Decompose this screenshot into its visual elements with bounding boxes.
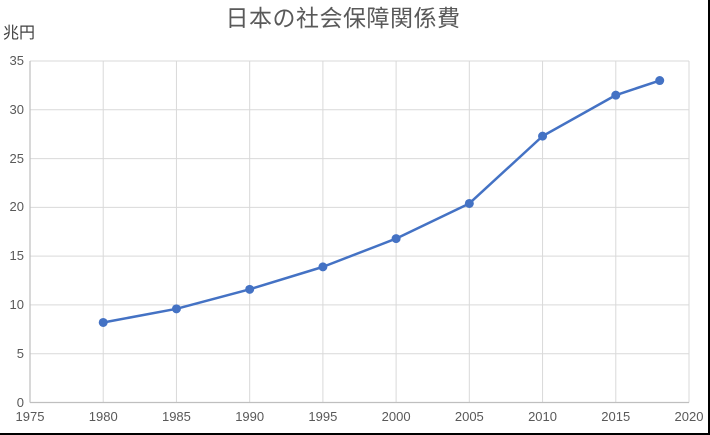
x-axis-tick-label: 2020: [674, 409, 704, 424]
data-point: [171, 304, 181, 314]
data-point: [98, 317, 108, 327]
data-point: [655, 76, 665, 86]
x-axis-tick-label: 2015: [601, 409, 631, 424]
series-line: [101, 79, 661, 324]
x-axis-tick-label: 1995: [308, 409, 338, 424]
x-axis-tick-label: 1975: [15, 409, 45, 424]
data-point: [245, 284, 255, 294]
data-point: [611, 90, 621, 100]
y-axis-tick-label: 15: [9, 248, 24, 264]
y-axis-tick-label: 20: [9, 199, 24, 215]
y-axis-unit-label: 兆円: [3, 25, 36, 42]
x-axis-tick-label: 1990: [235, 409, 265, 424]
y-axis-tick-label: 0: [16, 394, 24, 410]
x-axis-tick-label: 1985: [161, 409, 191, 424]
y-axis-tick-label: 25: [9, 150, 24, 166]
y-axis-tick-label: 30: [9, 101, 24, 117]
data-point: [464, 198, 474, 208]
data-point: [538, 131, 548, 141]
y-axis-tick-label: 10: [9, 296, 24, 312]
data-point: [318, 262, 328, 272]
y-axis-tick-label: 5: [16, 345, 24, 361]
x-axis-tick-label: 2010: [528, 409, 557, 424]
x-axis-tick-label: 2005: [454, 409, 484, 424]
chart-title: 日本の社会保障関係費: [225, 5, 461, 31]
x-axis-tick-label: 1980: [88, 409, 118, 424]
x-axis-tick-label: 2000: [381, 409, 411, 424]
y-axis-tick-label: 35: [9, 53, 24, 68]
data-point: [391, 234, 401, 244]
